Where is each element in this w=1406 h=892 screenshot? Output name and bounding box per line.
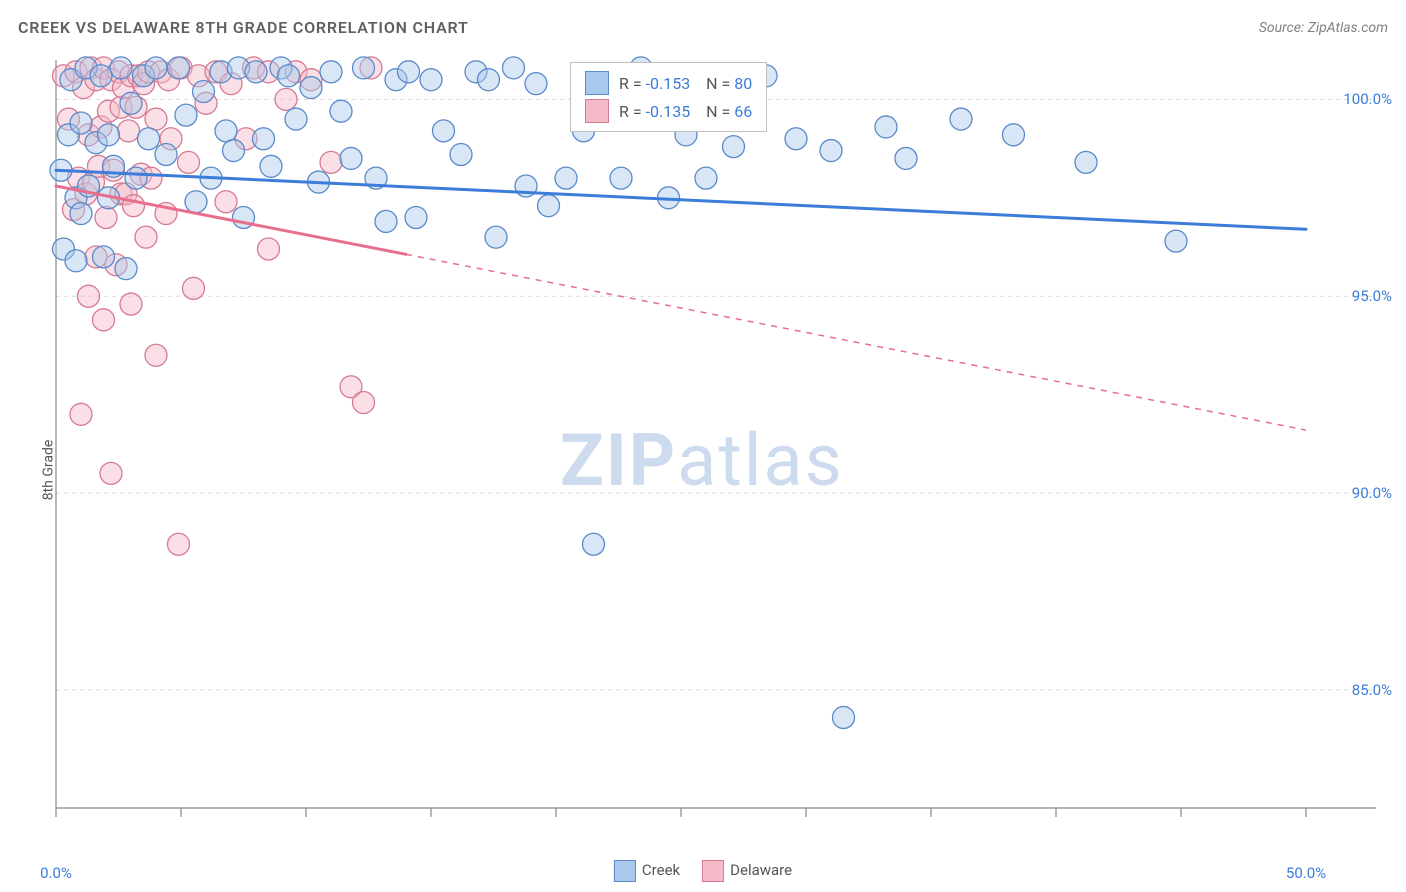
correlation-legend: R = -0.153 N = 80 R = -0.135 N = 66 xyxy=(570,62,767,132)
legend-item-delaware: Delaware xyxy=(702,860,792,882)
legend-swatch-delaware-icon xyxy=(702,860,724,882)
legend-row-creek: R = -0.153 N = 80 xyxy=(585,69,752,97)
series-legend: Creek Delaware xyxy=(614,860,792,882)
y-tick-label: 85.0% xyxy=(1352,681,1392,699)
x-tick-label: 50.0% xyxy=(1286,864,1326,882)
legend-swatch-creek xyxy=(585,71,609,95)
watermark: ZIPatlas xyxy=(560,418,844,503)
legend-item-creek: Creek xyxy=(614,860,680,882)
y-tick-label: 90.0% xyxy=(1352,484,1392,502)
chart-area: 8th Grade 85.0%90.0%95.0%100.0% 0.0%50.0… xyxy=(0,48,1406,892)
y-tick-label: 95.0% xyxy=(1352,287,1392,305)
y-tick-label: 100.0% xyxy=(1343,90,1392,108)
x-tick-label: 0.0% xyxy=(40,864,72,882)
legend-swatch-delaware xyxy=(585,99,609,123)
chart-title: CREEK VS DELAWARE 8TH GRADE CORRELATION … xyxy=(18,18,469,37)
legend-row-delaware: R = -0.135 N = 66 xyxy=(585,97,752,125)
source-label: Source: ZipAtlas.com xyxy=(1259,20,1388,36)
legend-swatch-creek-icon xyxy=(614,860,636,882)
